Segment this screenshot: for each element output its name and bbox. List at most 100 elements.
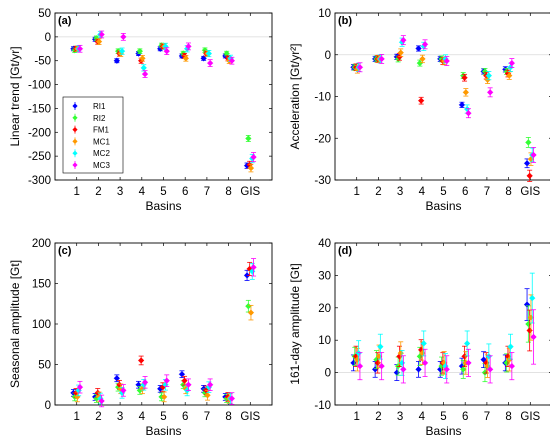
legend-marker — [72, 150, 78, 156]
data-point — [98, 31, 105, 38]
data-point — [525, 320, 532, 328]
y-tick-label: 10 — [318, 8, 331, 20]
data-point — [356, 64, 364, 71]
plot-area-frame — [334, 242, 550, 406]
series-ri1 — [70, 269, 251, 401]
y-tick-label: -100 — [28, 80, 51, 92]
legend: RI1 RI2 FM1 MC1 MC2 MC3 — [62, 96, 124, 174]
data-point — [140, 64, 147, 72]
plot-area-frame — [334, 12, 550, 181]
x-axis-label: Basins — [425, 199, 461, 213]
x-tick-label: 1 — [73, 186, 79, 198]
series-fm1 — [72, 261, 253, 402]
x-axis-label: Basins — [145, 424, 181, 438]
data-point — [356, 362, 364, 370]
data-point — [120, 33, 127, 41]
y-tick-label: 40 — [318, 238, 331, 250]
y-tick-label: 0 — [45, 32, 51, 44]
data-point — [397, 49, 404, 56]
data-point — [465, 110, 472, 117]
y-tick-label: -20 — [314, 133, 331, 145]
x-tick-label: 1 — [353, 411, 359, 423]
y-tick-label: 30 — [318, 270, 331, 282]
y-tick-label: 0 — [325, 50, 331, 62]
y-tick-label: -250 — [28, 151, 51, 163]
x-tick-label: 8 — [505, 411, 511, 423]
data-point — [250, 264, 257, 271]
y-axis-label: Acceleration [Gt/yr²] — [288, 43, 302, 149]
data-point — [206, 381, 214, 388]
data-point — [182, 55, 190, 62]
data-point — [178, 371, 186, 378]
x-tick-label: 7 — [484, 411, 490, 423]
panel-label: (d) — [338, 245, 352, 257]
data-point — [245, 135, 252, 142]
x-tick-label: 3 — [117, 411, 123, 423]
x-tick-label: 6 — [182, 186, 188, 198]
y-tick-label: 0 — [45, 400, 51, 412]
x-tick-label: 7 — [204, 411, 210, 423]
data-point — [529, 294, 536, 302]
data-point — [421, 359, 429, 367]
data-point — [530, 151, 537, 159]
x-tick-label: 7 — [204, 186, 210, 198]
data-point — [506, 72, 513, 79]
data-point — [228, 57, 236, 64]
data-point — [137, 357, 145, 364]
legend-label: RI2 — [93, 114, 106, 123]
y-axis-label: Linear trend [Gt/yr] — [8, 46, 22, 146]
data-point — [526, 327, 533, 334]
series-mc3 — [356, 35, 537, 163]
panel-label: (b) — [338, 15, 352, 27]
data-point — [136, 47, 144, 55]
data-point — [462, 89, 470, 96]
data-point — [400, 36, 407, 44]
x-tick-label: 5 — [440, 186, 446, 198]
series-mc3 — [76, 30, 257, 163]
x-tick-label: 2 — [375, 411, 381, 423]
data-point — [523, 301, 531, 308]
panel-a: 50 0 -50 -100 -150 -200 -250 -300 1 2 3 4 5 6 7 8 GIS Bas… — [8, 8, 273, 213]
data-point — [205, 50, 213, 57]
data-point — [113, 375, 121, 382]
y-tick-label: -200 — [28, 127, 51, 139]
x-tick-label: GIS — [240, 186, 260, 198]
data-point — [377, 343, 384, 350]
data-point — [415, 45, 422, 52]
data-point — [485, 72, 493, 79]
x-tick-label: 4 — [419, 411, 426, 423]
data-point — [525, 139, 532, 146]
y-tick-label: -300 — [28, 175, 51, 187]
data-point — [76, 45, 84, 52]
data-point — [247, 309, 255, 316]
x-tick-label: 7 — [484, 186, 490, 198]
data-point — [486, 366, 494, 373]
panel-c: 200 150 100 50 0 1 2 3 4 5 6 7 8 GIS Basins Seasonal am… — [8, 238, 273, 438]
data-point — [378, 362, 385, 370]
y-tick-label: 50 — [38, 8, 51, 20]
data-point — [398, 359, 406, 367]
legend-marker — [72, 162, 78, 168]
data-point — [527, 314, 535, 321]
data-point — [417, 97, 425, 104]
x-tick-label: 6 — [462, 411, 468, 423]
legend-box — [62, 96, 124, 174]
data-point — [393, 369, 401, 376]
x-tick-label: 8 — [225, 186, 231, 198]
data-point — [481, 369, 489, 376]
legend-marker — [72, 127, 78, 133]
data-point — [419, 55, 426, 63]
legend-label: MC2 — [93, 149, 110, 158]
x-tick-label: 4 — [419, 186, 426, 198]
panel-label: (c) — [58, 245, 72, 257]
data-point — [458, 101, 466, 109]
x-tick-label: 1 — [353, 186, 359, 198]
x-tick-label: 2 — [95, 411, 101, 423]
data-point — [163, 47, 170, 55]
data-point — [420, 340, 427, 347]
data-point — [247, 164, 255, 172]
legend-label: FM1 — [93, 126, 110, 135]
x-tick-label: GIS — [240, 411, 260, 423]
x-tick-label: 2 — [95, 186, 101, 198]
